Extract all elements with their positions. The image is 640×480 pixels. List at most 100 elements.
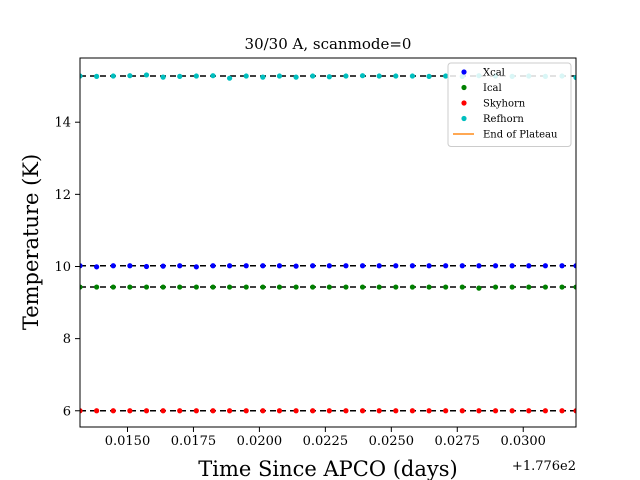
- xcal-point: [160, 263, 166, 269]
- xcal-point: [94, 264, 100, 270]
- refhorn-point: [226, 75, 233, 81]
- skyhorn-point: [160, 408, 166, 414]
- legend-label: Skyhorn: [483, 99, 526, 110]
- axes: 0.0150 0.0175 0.0200 0.0225 0.0250 0.0275 0.03…: [54, 116, 546, 449]
- x-tick-label: 0.0150: [105, 434, 151, 449]
- xcal-point: [110, 263, 116, 269]
- legend-marker-swatch: [461, 115, 467, 122]
- refhorn-point: [260, 74, 266, 80]
- skyhorn-point: [226, 408, 233, 414]
- ical-point: [359, 284, 366, 290]
- skyhorn-point: [443, 408, 449, 414]
- x-tick-label: 0.0175: [171, 434, 217, 449]
- x-tick-label: 0.0300: [500, 434, 546, 449]
- skyhorn-point: [326, 408, 332, 414]
- xcal-point: [542, 263, 548, 269]
- skyhorn-point: [359, 408, 366, 414]
- x-axis-label: Time Since APCO (days): [198, 457, 457, 480]
- xcal-point: [127, 263, 133, 269]
- skyhorn-point: [94, 408, 100, 414]
- xcal-point: [409, 263, 416, 269]
- axes-frame: [79, 57, 577, 428]
- legend-entry-end-of-plateau: End of Plateau: [453, 130, 558, 141]
- refhorn-point: [573, 74, 576, 81]
- skyhorn-point: [260, 408, 266, 414]
- plot-area: [80, 72, 576, 414]
- refhorn-point: [177, 73, 183, 79]
- legend-label: Refhorn: [483, 114, 524, 125]
- xcal-point: [459, 263, 465, 269]
- refhorn-point: [443, 73, 449, 79]
- xcal-point: [193, 264, 199, 270]
- xcal-point: [509, 263, 515, 269]
- ical-point: [177, 284, 183, 290]
- x-tick-label: 0.0200: [237, 434, 283, 449]
- y-tick-label: 10: [54, 260, 71, 275]
- skyhorn-point: [542, 408, 548, 414]
- skyhorn-point: [177, 408, 183, 414]
- xcal-point: [393, 263, 399, 269]
- skyhorn-point: [343, 408, 349, 414]
- legend-box: [447, 62, 572, 147]
- refhorn-point: [326, 74, 332, 80]
- ical-point: [276, 284, 283, 290]
- refhorn-point: [343, 73, 349, 79]
- ical-point: [409, 284, 416, 290]
- xcal-point: [243, 263, 249, 269]
- skyhorn-point: [276, 408, 283, 414]
- legend-label: Xcal: [483, 68, 505, 79]
- legend-marker-swatch: [461, 100, 467, 106]
- ical-point: [110, 284, 116, 290]
- ical-point: [293, 284, 299, 290]
- skyhorn-point: [127, 408, 133, 414]
- ical-point: [526, 284, 532, 290]
- xcal-point: [210, 263, 216, 269]
- refhorn-point: [393, 73, 399, 79]
- xcal-point: [143, 263, 150, 270]
- skyhorn-point: [293, 408, 299, 414]
- xcal-point: [293, 263, 299, 269]
- skyhorn-point: [476, 408, 482, 414]
- skyhorn-point: [526, 408, 532, 414]
- skyhorn-point: [80, 408, 83, 414]
- legend-label: Ical: [483, 83, 502, 94]
- ical-point: [476, 285, 482, 291]
- refhorn-point: [293, 74, 299, 80]
- refhorn-point: [80, 73, 83, 79]
- x-tick-label: 0.0225: [303, 434, 349, 449]
- y-tick-label: 12: [54, 188, 71, 203]
- xcal-point: [492, 263, 499, 269]
- ical-point: [260, 284, 266, 290]
- chart-title: 30/30 A, scanmode=0: [245, 35, 412, 53]
- series-skyhorn: [80, 408, 576, 414]
- refhorn-point: [276, 73, 283, 79]
- xcal-point: [177, 263, 183, 269]
- refhorn-point: [127, 73, 133, 79]
- xcal-point: [526, 263, 532, 269]
- x-tick-label: 0.0275: [435, 434, 481, 449]
- ical-point: [210, 284, 216, 290]
- refhorn-point: [310, 73, 316, 79]
- refhorn-point: [426, 73, 432, 79]
- ical-point: [573, 284, 576, 290]
- ical-point: [376, 284, 382, 290]
- plot-marks: [80, 72, 576, 414]
- xcal-point: [443, 263, 449, 269]
- ical-point: [80, 284, 83, 290]
- skyhorn-point: [459, 408, 465, 414]
- ical-point: [393, 284, 399, 290]
- skyhorn-point: [376, 408, 382, 414]
- legend-entry-refhorn: Refhorn: [461, 114, 524, 125]
- series-xcal: [80, 263, 576, 270]
- skyhorn-point: [310, 408, 316, 414]
- skyhorn-point: [492, 408, 499, 414]
- legend-marker-swatch: [461, 69, 467, 75]
- xcal-point: [260, 263, 266, 269]
- ical-point: [193, 284, 199, 290]
- xcal-point: [80, 263, 83, 269]
- ical-point: [143, 284, 150, 290]
- y-axis-label: Temperature (K): [19, 154, 43, 330]
- y-tick-label: 8: [63, 332, 71, 347]
- ical-point: [542, 284, 548, 290]
